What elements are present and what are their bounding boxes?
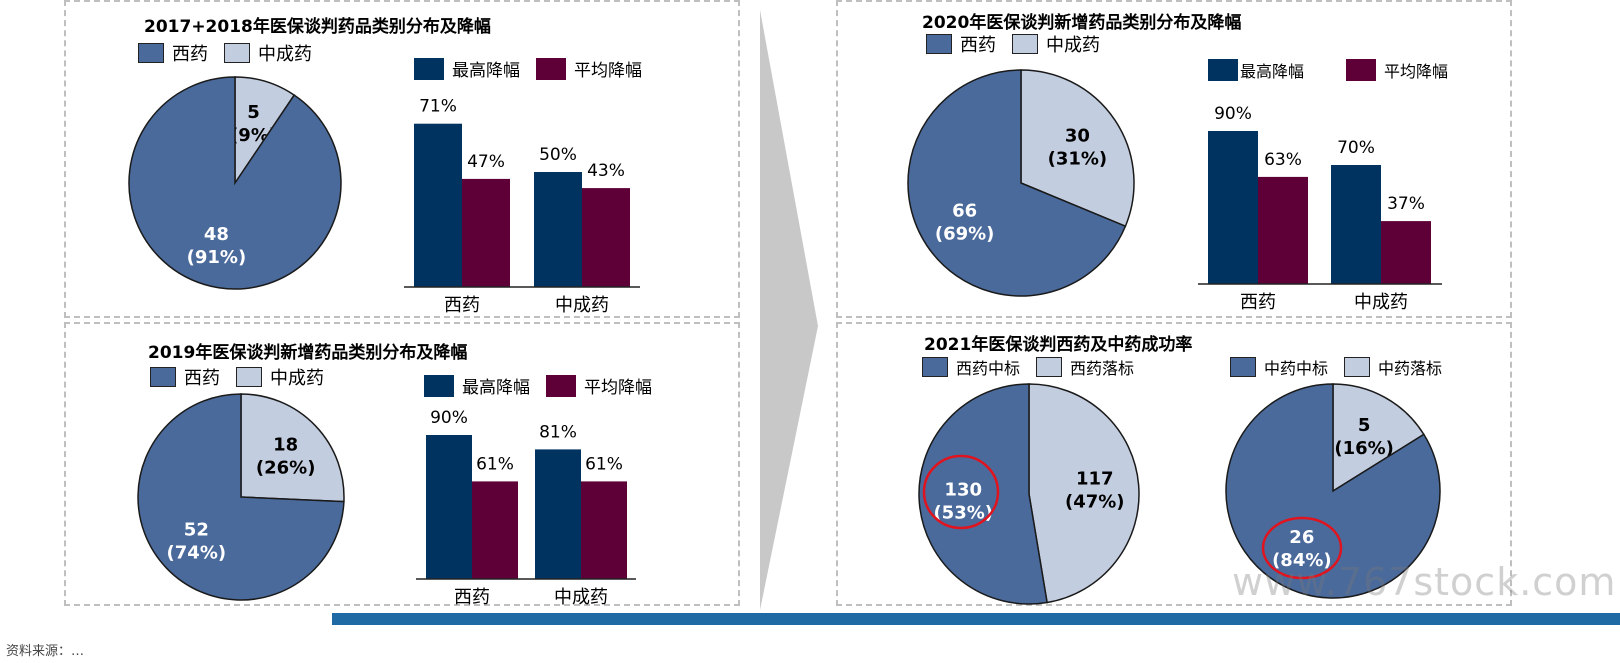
- legend-label: 西药落标: [1070, 359, 1135, 378]
- legend-swatch-avg: [536, 57, 566, 80]
- legend-label: 西药中标: [956, 359, 1021, 378]
- bottom-accent-bar: [332, 613, 1620, 625]
- legend-swatch-win: [1230, 357, 1256, 377]
- legend-label: 最高降幅: [462, 378, 530, 398]
- panel-2017-2018-title: 2017+2018年医保谈判药品类别分布及降幅: [144, 17, 491, 37]
- chevron-arrow-icon: [760, 10, 818, 610]
- bar-legend-2: 最高降幅 平均降幅: [424, 373, 668, 398]
- legend-swatch-lose: [1036, 357, 1063, 377]
- legend-label: 中药落标: [1378, 359, 1443, 378]
- legend-label: 平均降幅: [584, 378, 652, 398]
- legend-swatch-win: [922, 357, 948, 377]
- legend-swatch-lose: [1344, 357, 1371, 377]
- legend-swatch-max: [424, 374, 454, 397]
- legend-label: 西药: [184, 368, 220, 389]
- legend-swatch-zhongchengyao: [224, 43, 250, 63]
- legend-swatch-xiyao: [926, 34, 952, 54]
- legend-label: 中药中标: [1264, 359, 1329, 378]
- panel-2021-title: 2021年医保谈判西药及中药成功率: [924, 335, 1193, 355]
- footnote: 资料来源：…: [6, 644, 85, 659]
- legend-label: 最高降幅: [1240, 62, 1305, 81]
- panel-2019: [64, 322, 740, 606]
- pie-legend-1: 西药 中成药: [138, 40, 328, 66]
- legend-swatch-max: [1208, 59, 1238, 81]
- legend-label: 平均降幅: [1384, 62, 1449, 81]
- legend-label: 西药: [960, 35, 996, 56]
- pie-legend-2: 西药 中成药: [150, 364, 340, 390]
- pie-legend-4: 西药中标 西药落标: [922, 355, 1150, 379]
- watermark: www.767stock.com: [1232, 560, 1617, 604]
- panel-2020-title: 2020年医保谈判新增药品类别分布及降幅: [922, 13, 1242, 33]
- legend-swatch-avg: [1346, 59, 1377, 81]
- bar-legend-1: 最高降幅 平均降幅: [414, 56, 658, 81]
- legend-swatch-avg: [546, 374, 576, 397]
- pie-legend-3: 西药 中成药: [926, 31, 1116, 57]
- legend-label: 中成药: [270, 368, 324, 389]
- legend-label: 最高降幅: [452, 61, 520, 81]
- legend-label: 中成药: [1046, 35, 1100, 56]
- legend-swatch-zhongchengyao: [1012, 34, 1038, 54]
- panel-2020: [836, 0, 1512, 318]
- panel-2021: [836, 322, 1512, 606]
- legend-label: 平均降幅: [574, 61, 642, 81]
- bar-legend-3: 最高降幅 平均降幅: [1208, 58, 1464, 82]
- legend-label: 中成药: [258, 44, 312, 65]
- legend-swatch-max: [414, 57, 444, 80]
- legend-swatch-xiyao: [150, 367, 176, 387]
- legend-swatch-zhongchengyao: [236, 367, 262, 387]
- legend-swatch-xiyao: [138, 43, 164, 63]
- pie-legend-5: 中药中标 中药落标: [1230, 355, 1458, 379]
- panel-2019-title: 2019年医保谈判新增药品类别分布及降幅: [148, 343, 468, 363]
- panel-2017-2018: [64, 0, 740, 318]
- legend-label: 西药: [172, 44, 208, 65]
